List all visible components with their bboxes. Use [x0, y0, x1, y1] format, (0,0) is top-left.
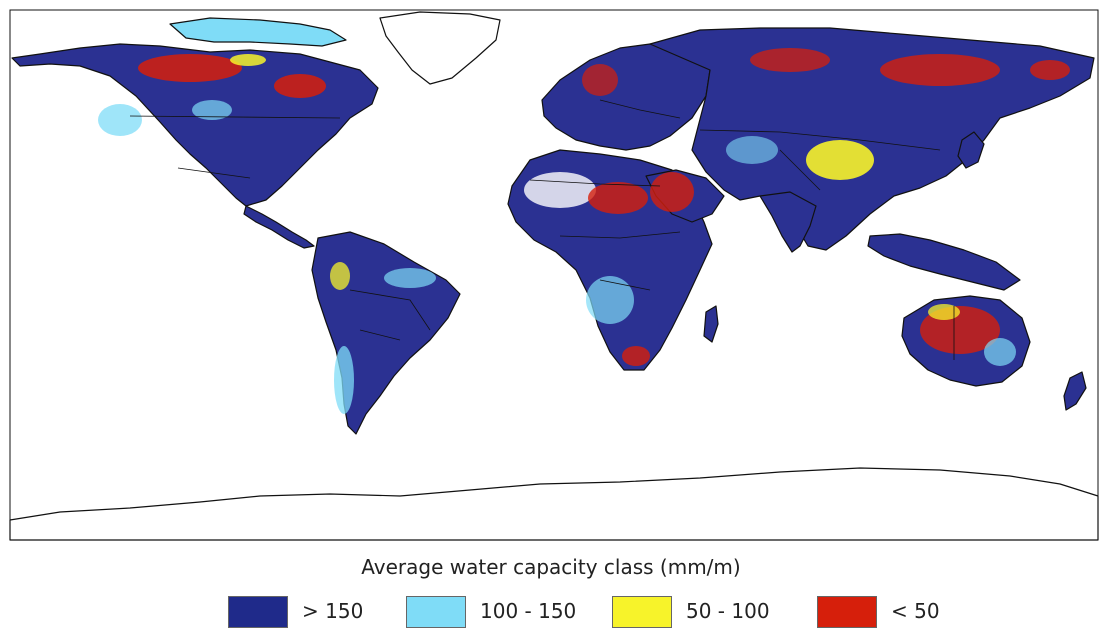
europe: [541, 43, 711, 151]
border-sa-1: [349, 289, 431, 331]
patch-af-4: [586, 276, 634, 324]
soil-class-patches: [98, 48, 1070, 414]
map-frame: [9, 9, 1099, 541]
japan: [957, 131, 985, 169]
legend-swatch-gt-150: [228, 596, 288, 628]
border-af-3: [599, 279, 651, 291]
madagascar: [703, 305, 719, 343]
legend-label-100-150: 100 - 150: [480, 599, 577, 623]
arctic-islands: [169, 17, 347, 47]
patch-as-1: [806, 140, 874, 180]
border-af-1: [529, 179, 661, 187]
patch-af-2: [588, 182, 648, 214]
world-map: [9, 9, 1099, 541]
asia: [649, 27, 1095, 251]
new-zealand: [1063, 371, 1087, 411]
legend-item-50-100: 50 - 100: [612, 596, 770, 628]
legend-swatch-lt-50: [817, 596, 877, 628]
patch-na-1: [138, 54, 242, 82]
legend-label-gt-150: > 150: [302, 599, 364, 623]
patch-sa-1: [384, 268, 436, 288]
world-map-svg: [9, 9, 1099, 541]
border-eu-1: [599, 99, 681, 119]
border-us-canada: [129, 115, 341, 119]
patch-eu-1: [582, 64, 618, 96]
legend-swatch-100-150: [406, 596, 466, 628]
patch-af-5: [622, 346, 650, 366]
border-af-2: [559, 231, 681, 239]
antarctica: [9, 467, 1099, 541]
central-america: [243, 205, 315, 249]
border-as-2: [779, 149, 821, 191]
patch-af-3: [650, 172, 694, 212]
patch-sa-3: [330, 262, 350, 290]
patch-as-4: [1030, 60, 1070, 80]
patch-au-3: [928, 304, 960, 320]
legend-label-lt-50: < 50: [891, 599, 940, 623]
patch-na-3: [230, 54, 266, 66]
patch-na-4: [98, 104, 142, 136]
patch-au-2: [984, 338, 1016, 366]
greenland: [379, 11, 501, 85]
country-borders: [129, 99, 955, 360]
border-as-1: [699, 129, 941, 151]
legend-item-gt-150: > 150: [228, 596, 364, 628]
patch-sa-2: [334, 346, 354, 414]
legend: > 150 100 - 150 50 - 100 < 50: [0, 596, 1102, 628]
legend-swatch-50-100: [612, 596, 672, 628]
india: [759, 191, 817, 253]
legend-label-50-100: 50 - 100: [686, 599, 770, 623]
southeast-asia-islands: [867, 233, 1021, 291]
legend-title: Average water capacity class (mm/m): [361, 555, 741, 579]
patch-na-5: [192, 100, 232, 120]
patch-as-3: [750, 48, 830, 72]
patch-af-1: [524, 172, 596, 208]
border-us-mexico: [177, 167, 251, 179]
patch-as-5: [726, 136, 778, 164]
patch-as-2: [880, 54, 1000, 86]
border-sa-2: [359, 329, 401, 341]
patch-na-2: [274, 74, 326, 98]
legend-item-lt-50: < 50: [817, 596, 940, 628]
legend-item-100-150: 100 - 150: [406, 596, 577, 628]
